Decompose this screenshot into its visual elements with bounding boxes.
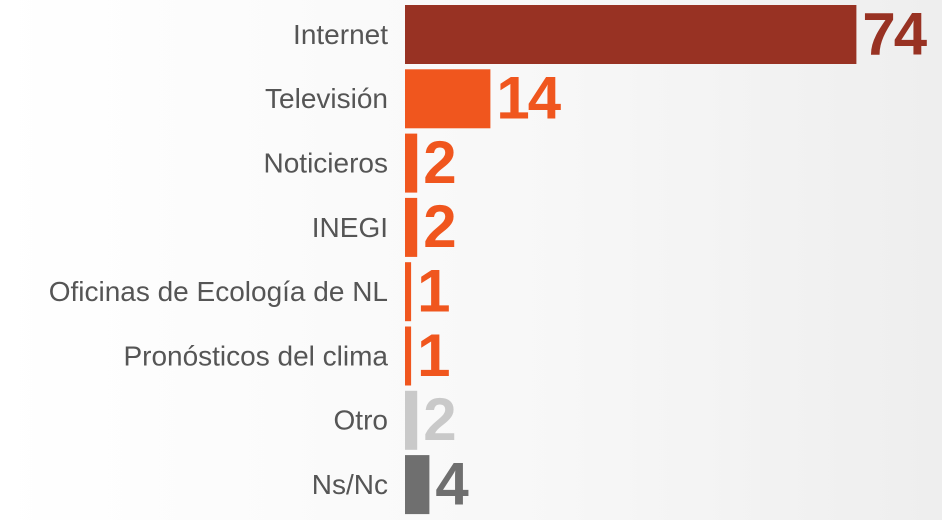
bar	[405, 262, 412, 322]
value-label: 2	[423, 129, 454, 196]
bar	[405, 69, 491, 129]
value-label: 1	[417, 322, 449, 389]
bar	[405, 133, 418, 193]
category-label: Noticieros	[264, 147, 388, 178]
value-label: 4	[435, 450, 469, 517]
category-label: INEGI	[312, 212, 388, 243]
category-label: Ns/Nc	[312, 469, 388, 500]
bar	[405, 5, 857, 64]
bar	[405, 197, 418, 257]
value-label: 74	[862, 0, 927, 67]
category-label: Otro	[334, 405, 388, 436]
value-label: 2	[423, 193, 454, 260]
bar	[405, 390, 418, 450]
bar	[405, 326, 412, 386]
category-label: Oficinas de Ecología de NL	[49, 276, 388, 307]
value-label: 2	[423, 386, 454, 453]
category-label: Pronósticos del clima	[123, 340, 388, 371]
category-label: Televisión	[265, 83, 388, 114]
category-label: Internet	[293, 19, 388, 50]
value-label: 14	[496, 65, 561, 132]
bar	[405, 455, 430, 515]
value-label: 1	[417, 258, 449, 325]
